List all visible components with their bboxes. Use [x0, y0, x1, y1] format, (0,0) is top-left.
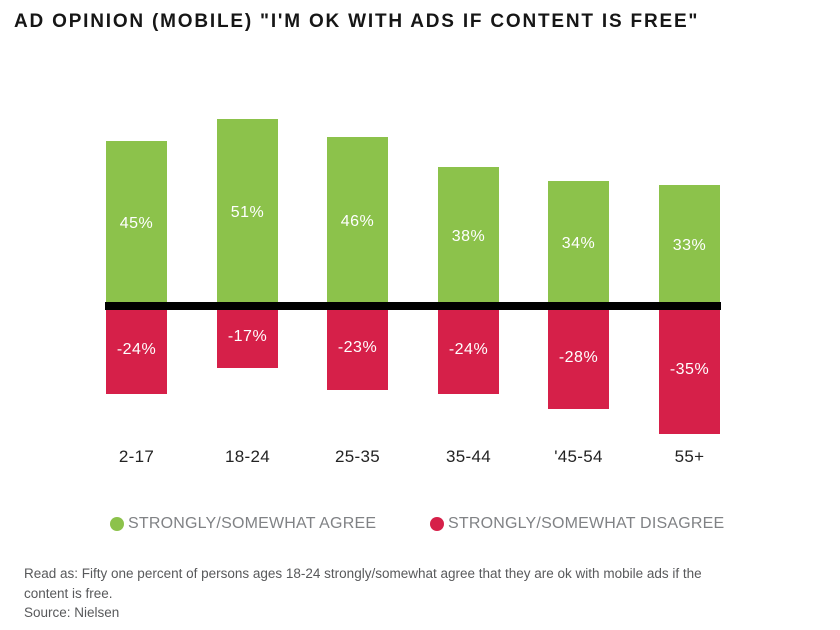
legend-item-disagree: STRONGLY/SOMEWHAT DISAGREE: [430, 515, 724, 533]
category-label-25-35: 25-35: [335, 447, 380, 466]
read-as-line-2: content is free.: [24, 586, 113, 601]
bar-agree-18-24: 51%: [217, 119, 278, 306]
bar-agree-'45-54: 34%: [548, 181, 609, 306]
bar-agree-55+: 33%: [659, 185, 720, 306]
disagree-legend-dot-icon: [430, 517, 444, 531]
read-as-note: Read as: Fifty one percent of persons ag…: [24, 564, 784, 604]
bar-disagree-2-17: -24%: [106, 306, 167, 394]
bar-value-label: -24%: [116, 341, 157, 358]
bar-disagree-'45-54: -28%: [548, 306, 609, 409]
bar-disagree-25-35: -23%: [327, 306, 388, 390]
category-label-'45-54: '45-54: [554, 447, 603, 466]
bar-agree-35-44: 38%: [438, 167, 499, 306]
bar-value-label: -17%: [227, 328, 268, 345]
bar-agree-2-17: 45%: [106, 141, 167, 306]
bar-value-label: 33%: [672, 236, 707, 254]
bar-value-label: 46%: [340, 212, 375, 230]
bar-value-label: 38%: [451, 227, 486, 245]
bar-value-label: 51%: [230, 203, 265, 221]
bar-agree-25-35: 46%: [327, 137, 388, 306]
bar-disagree-35-44: -24%: [438, 306, 499, 394]
bar-value-label: -23%: [337, 339, 378, 356]
bar-disagree-55+: -35%: [659, 306, 720, 434]
bar-value-label: -24%: [448, 341, 489, 358]
category-label-55+: 55+: [674, 447, 705, 466]
read-as-line-1: Read as: Fifty one percent of persons ag…: [24, 566, 702, 581]
bar-chart: 45% -24% 51% -17% 46% -23% 38% -24% 34% -28% 33% -3…: [105, 119, 721, 466]
bar-value-label: -35%: [669, 361, 710, 378]
legend-item-agree: STRONGLY/SOMEWHAT AGREE: [110, 515, 376, 533]
category-label-2-17: 2-17: [118, 447, 155, 466]
bar-disagree-18-24: -17%: [217, 306, 278, 368]
page-title: AD OPINION (MOBILE) "I'M OK WITH ADS IF …: [14, 11, 700, 32]
source-note: Source: Nielsen: [24, 605, 120, 620]
category-label-35-44: 35-44: [446, 447, 491, 466]
category-label-18-24: 18-24: [225, 447, 270, 466]
agree-legend-dot-icon: [110, 517, 124, 531]
agree-legend-label: STRONGLY/SOMEWHAT AGREE: [128, 515, 377, 532]
bar-value-label: -28%: [558, 348, 599, 366]
disagree-legend-label: STRONGLY/SOMEWHAT DISAGREE: [448, 515, 725, 532]
bar-value-label: 45%: [119, 214, 154, 232]
zero-baseline: [105, 302, 721, 310]
bar-value-label: 34%: [561, 234, 596, 252]
